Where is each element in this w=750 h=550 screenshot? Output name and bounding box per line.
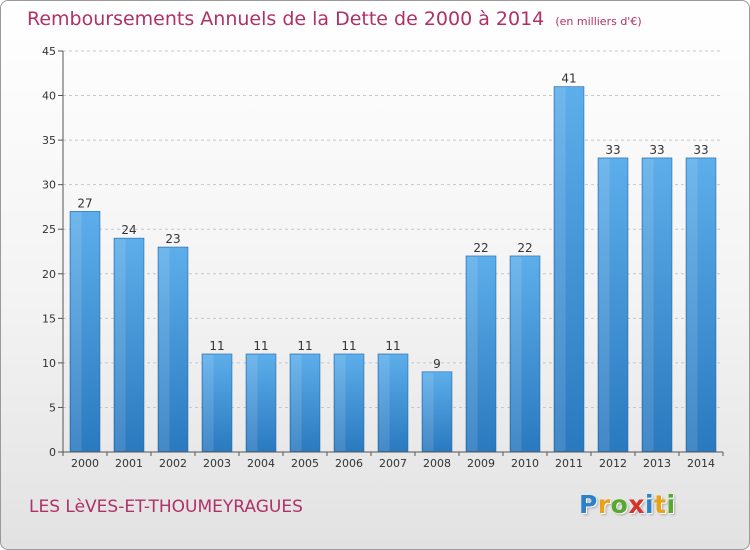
chart-title: Remboursements Annuels de la Dette de 20… [27,8,642,30]
x-tick-label: 2013 [643,457,671,470]
bar [157,246,189,453]
y-tick-label: 20 [42,268,56,281]
bar-value-label: 33 [693,143,708,157]
bar-value-label: 33 [605,143,620,157]
bars [69,86,717,453]
bar [245,353,277,453]
logo-letter: r [597,490,611,519]
x-tick-label: 2008 [423,457,451,470]
bar-highlight [379,354,390,451]
bar-value-label: 23 [165,232,180,246]
logo-letter: P [579,490,598,519]
y-tick-label: 10 [42,357,56,370]
proxiti-logo: Proxiti [579,490,676,519]
bar-highlight [687,158,698,451]
y-tick-label: 5 [49,401,56,414]
x-tick-label: 2000 [71,457,99,470]
logo-letter: i [645,490,655,519]
x-tick-label: 2003 [203,457,231,470]
bar-value-label: 27 [77,196,92,210]
bar-value-label: 11 [209,339,224,353]
bar-value-label: 24 [121,223,136,237]
axes [58,50,724,456]
x-tick-label: 2007 [379,457,407,470]
y-tick-label: 0 [49,446,56,459]
y-tick-label: 40 [42,90,56,103]
bar [421,371,453,453]
bar-highlight [203,354,214,451]
bar [597,157,629,453]
bar-value-label: 11 [253,339,268,353]
bar [377,353,409,453]
bar [553,86,585,453]
x-tick-label: 2001 [115,457,143,470]
bar-highlight [159,248,170,451]
bar-highlight [335,354,346,451]
x-tick-label: 2005 [291,457,319,470]
bar-highlight [643,158,654,451]
bar-highlight [599,158,610,451]
x-tick-label: 2002 [159,457,187,470]
bar-value-label: 11 [341,339,356,353]
bar [289,353,321,453]
bar [685,157,717,453]
bar-highlight [71,212,82,451]
bar-value-label: 33 [649,143,664,157]
bar [201,353,233,453]
logo-letter: o [610,490,629,519]
labels: 0 5 10 15 20 25 30 35 40 45 27 2000 24 2001 23 2002 11 20… [42,45,715,470]
x-tick-label: 2004 [247,457,275,470]
bar-highlight [467,256,478,451]
y-tick-label: 30 [42,179,56,192]
place-name: LES LèVES-ET-THOUMEYRAGUES [29,497,303,517]
x-tick-label: 2011 [555,457,583,470]
bar [113,237,145,453]
logo-letter: i [666,490,676,519]
bar-highlight [115,239,126,451]
bar-highlight [423,372,434,451]
bar-highlight [247,354,258,451]
bar-highlight [555,87,566,452]
bar-value-label: 11 [385,339,400,353]
x-tick-label: 2014 [687,457,715,470]
bar [333,353,365,453]
logo-letter: x [628,490,645,519]
x-tick-label: 2010 [511,457,539,470]
bar-value-label: 41 [561,72,576,86]
bar-value-label: 9 [433,357,441,371]
bar [465,255,497,453]
bar-value-label: 11 [297,339,312,353]
y-tick-label: 35 [42,134,56,147]
y-tick-label: 15 [42,312,56,325]
chart-title-text: Remboursements Annuels de la Dette de 20… [27,8,545,30]
logo-letter: t [654,490,667,519]
bar-value-label: 22 [473,241,488,255]
x-tick-label: 2006 [335,457,363,470]
chart-unit-label: (en milliers d'€) [555,15,642,28]
y-tick-label: 45 [42,45,56,58]
bar-highlight [511,256,522,451]
bar-highlight [291,354,302,451]
y-tick-label: 25 [42,223,56,236]
bar [641,157,673,453]
x-tick-label: 2012 [599,457,627,470]
bar [509,255,541,453]
bar-value-label: 22 [517,241,532,255]
x-tick-label: 2009 [467,457,495,470]
